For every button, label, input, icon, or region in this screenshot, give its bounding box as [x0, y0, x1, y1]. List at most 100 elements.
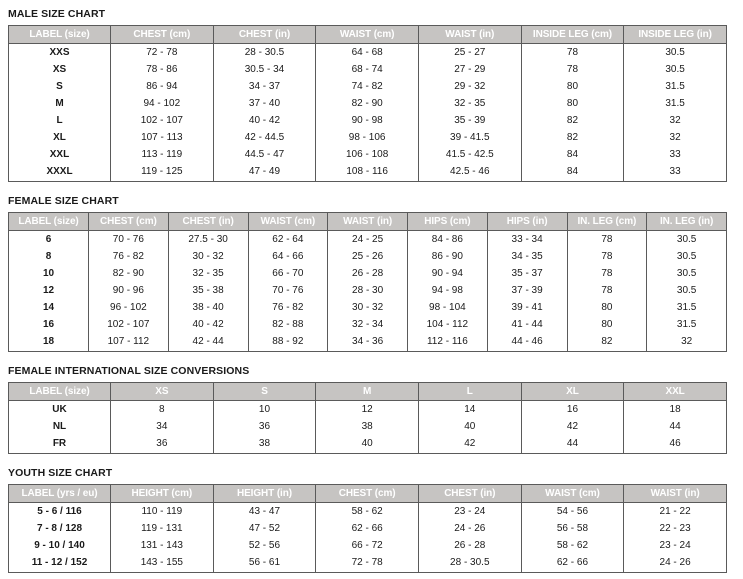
column-header: INSIDE LEG (in) [623, 25, 727, 44]
table-row: XXS 72 - 78 28 - 30.5 64 - 68 25 - 27 78 30.5 [8, 43, 727, 61]
column-header: CHEST (in) [417, 484, 522, 503]
column-header: XXL [623, 382, 727, 401]
table-cell: 82 - 90 [88, 265, 169, 282]
table-cell: 64 - 68 [315, 43, 419, 61]
table-cell: 33 - 34 [486, 230, 568, 248]
table-row: 12 90 - 96 35 - 38 70 - 76 28 - 30 94 - 98 37 … [8, 282, 727, 299]
table-cell: 38 [212, 435, 317, 454]
table-cell: 72 - 78 [315, 554, 419, 573]
table-cell: 112 - 116 [407, 333, 488, 352]
table-cell: 54 - 56 [520, 502, 625, 520]
column-header: CHEST (cm) [110, 25, 214, 44]
table-cell: 14 [417, 400, 522, 418]
table-cell: 43 - 47 [212, 502, 317, 520]
table-cell: 30.5 [646, 248, 727, 265]
row-label: 8 [8, 248, 89, 265]
column-header: S [212, 382, 317, 401]
table-cell: 72 - 78 [110, 43, 214, 61]
table-cell: 40 - 42 [167, 316, 249, 333]
section-international-conversions: FEMALE INTERNATIONAL SIZE CONVERSIONS LA… [0, 352, 743, 454]
table-cell: 82 - 88 [247, 316, 329, 333]
table-cell: 66 - 70 [247, 265, 329, 282]
table-cell: 37 - 39 [486, 282, 568, 299]
table-cell: 38 - 40 [167, 299, 249, 316]
table-cell: 18 [623, 400, 727, 418]
table-cell: 32 - 34 [327, 316, 408, 333]
table-cell: 42 - 44.5 [212, 129, 317, 146]
table-cell: 30.5 [623, 43, 727, 61]
table-cell: 35 - 38 [167, 282, 249, 299]
section-title-youth: YOUTH SIZE CHART [8, 467, 113, 479]
table-cell: 30 - 32 [167, 248, 249, 265]
column-header: WAIST (cm) [520, 484, 625, 503]
column-header: LABEL (size) [8, 382, 111, 401]
column-header: XS [110, 382, 214, 401]
row-label: 6 [8, 230, 89, 248]
table-cell: 42.5 - 46 [417, 163, 522, 182]
row-label: M [8, 95, 111, 112]
row-label: L [8, 112, 111, 129]
table-cell: 44 - 46 [486, 333, 568, 352]
row-label: 7 - 8 / 128 [8, 520, 111, 537]
column-header: IN. LEG (cm) [566, 212, 648, 231]
row-label: XL [8, 129, 111, 146]
table-cell: 37 - 40 [212, 95, 317, 112]
column-header: INSIDE LEG (cm) [520, 25, 625, 44]
table-cell: 80 [566, 316, 648, 333]
table-row: S 86 - 94 34 - 37 74 - 82 29 - 32 80 31.5 [8, 78, 727, 95]
table-row: 16 102 - 107 40 - 42 82 - 88 32 - 34 104 - 11… [8, 316, 727, 333]
table-cell: 28 - 30 [327, 282, 408, 299]
table-cell: 56 - 61 [212, 554, 317, 573]
column-header: WAIST (in) [417, 25, 522, 44]
table-cell: 86 - 90 [407, 248, 488, 265]
table-cell: 32 - 35 [167, 265, 249, 282]
table-cell: 27.5 - 30 [167, 230, 249, 248]
table-header-male: LABEL (size) CHEST (cm) CHEST (in) WAIST (c… [8, 25, 727, 44]
table-cell: 113 - 119 [110, 146, 214, 163]
row-label: 11 - 12 / 152 [8, 554, 111, 573]
column-header: L [417, 382, 522, 401]
section-male-size-chart: MALE SIZE CHART LABEL (size) CHEST (cm) CH… [0, 0, 743, 182]
table-cell: 80 [520, 95, 625, 112]
table-cell: 78 - 86 [110, 61, 214, 78]
section-female-size-chart: FEMALE SIZE CHART LABEL (size) CHEST (cm)… [0, 182, 743, 352]
table-cell: 30 - 32 [327, 299, 408, 316]
table-cell: 119 - 131 [110, 520, 214, 537]
table-body-female: 6 70 - 76 27.5 - 30 62 - 64 24 - 25 84 - 86 33… [8, 230, 727, 352]
table-cell: 82 [520, 129, 625, 146]
table-cell: 66 - 72 [315, 537, 419, 554]
table-cell: 47 - 52 [212, 520, 317, 537]
table-cell: 90 - 94 [407, 265, 488, 282]
table-cell: 44.5 - 47 [212, 146, 317, 163]
table-cell: 86 - 94 [110, 78, 214, 95]
column-header: WAIST (in) [327, 212, 408, 231]
table-cell: 24 - 25 [327, 230, 408, 248]
header-row: LABEL (size) XS S M L XL XXL [8, 382, 727, 401]
table-cell: 84 [520, 163, 625, 182]
table-cell: 35 - 37 [486, 265, 568, 282]
column-header: HIPS (cm) [407, 212, 488, 231]
table-row: M 94 - 102 37 - 40 82 - 90 32 - 35 80 31.5 [8, 95, 727, 112]
column-header: M [315, 382, 419, 401]
table-youth-size-chart: LABEL (yrs / eu) HEIGHT (cm) HEIGHT (in) CH… [8, 484, 727, 573]
section-title-male: MALE SIZE CHART [8, 8, 106, 20]
table-cell: 30.5 [646, 265, 727, 282]
table-cell: 119 - 125 [110, 163, 214, 182]
row-label: 10 [8, 265, 89, 282]
row-label: 9 - 10 / 140 [8, 537, 111, 554]
table-cell: 30.5 - 34 [212, 61, 317, 78]
column-header: HIPS (in) [486, 212, 568, 231]
table-cell: 30.5 [646, 282, 727, 299]
table-cell: 58 - 62 [520, 537, 625, 554]
table-cell: 94 - 102 [110, 95, 214, 112]
table-cell: 22 - 23 [623, 520, 727, 537]
table-cell: 25 - 27 [417, 43, 522, 61]
row-label: XXL [8, 146, 111, 163]
table-body-male: XXS 72 - 78 28 - 30.5 64 - 68 25 - 27 78 30.5 X… [8, 43, 727, 182]
table-cell: 78 [520, 61, 625, 78]
table-cell: 26 - 28 [327, 265, 408, 282]
table-cell: 107 - 113 [110, 129, 214, 146]
column-header: LABEL (size) [8, 25, 111, 44]
table-cell: 74 - 82 [315, 78, 419, 95]
table-cell: 34 [110, 418, 214, 435]
